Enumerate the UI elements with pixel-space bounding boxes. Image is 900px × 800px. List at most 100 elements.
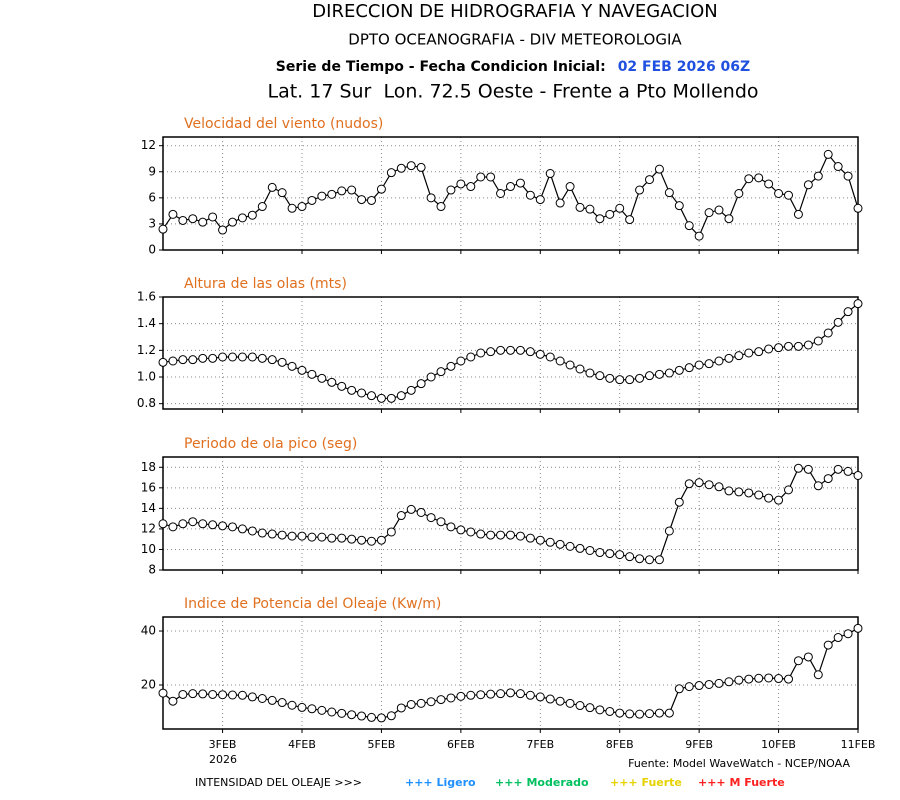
data-point — [704, 208, 714, 218]
data-point — [515, 178, 525, 188]
data-point — [704, 679, 714, 689]
data-point — [317, 532, 327, 542]
data-point — [525, 347, 535, 357]
data-point — [793, 341, 803, 351]
data-point — [466, 690, 476, 700]
intensity-item: +++ M Fuerte — [698, 776, 785, 789]
data-point — [744, 174, 754, 184]
data-point — [784, 341, 793, 351]
data-point — [714, 678, 724, 688]
data-point — [446, 693, 456, 703]
data-point — [545, 169, 555, 179]
data-point — [585, 368, 595, 378]
data-point — [635, 554, 645, 564]
data-point — [327, 377, 337, 387]
panel-title: Altura de las olas (mts) — [184, 276, 347, 292]
data-point — [555, 696, 565, 706]
header-title: DIRECCION DE HIDROGRAFIA Y NAVEGACION — [312, 1, 717, 22]
data-point — [595, 705, 605, 715]
data-point — [545, 537, 555, 547]
data-point — [376, 393, 386, 403]
data-point — [297, 202, 307, 212]
data-point — [446, 185, 456, 195]
data-point — [803, 340, 813, 350]
data-point — [525, 690, 535, 700]
data-point — [694, 478, 704, 488]
data-point — [218, 690, 228, 700]
data-point — [585, 703, 595, 713]
data-point — [694, 360, 704, 370]
data-point — [555, 198, 565, 208]
data-point — [565, 541, 575, 551]
data-point — [793, 656, 803, 666]
data-point — [823, 328, 833, 338]
data-point — [257, 528, 267, 538]
data-point — [635, 373, 645, 383]
data-point — [237, 213, 247, 223]
data-point — [595, 214, 605, 224]
data-point — [565, 698, 575, 708]
data-point — [754, 347, 764, 357]
data-point — [734, 189, 744, 198]
data-point — [654, 369, 664, 379]
data-point — [406, 699, 416, 709]
data-point — [496, 689, 506, 699]
data-point — [188, 214, 198, 224]
panel-title: Indice de Potencia del Oleaje (Kw/m) — [184, 596, 441, 612]
data-point — [625, 709, 635, 719]
data-point — [694, 231, 704, 241]
data-point — [247, 692, 257, 702]
data-point — [506, 182, 515, 192]
init-date: 02 FEB 2026 06Z — [618, 59, 751, 75]
data-point — [813, 670, 823, 680]
data-point — [376, 535, 386, 545]
x-tick-label: 6FEB — [447, 738, 475, 751]
y-tick-label: 10 — [141, 542, 156, 556]
x-tick-label: 11FEB — [841, 738, 876, 751]
data-point — [506, 530, 515, 540]
data-point — [287, 700, 297, 710]
data-point — [635, 709, 645, 719]
y-tick-label: 12 — [141, 521, 156, 535]
data-point — [535, 195, 545, 205]
data-point — [486, 689, 496, 699]
data-point — [645, 555, 654, 565]
data-point — [664, 188, 674, 198]
y-tick-label: 9 — [148, 164, 156, 178]
data-point — [734, 675, 744, 685]
data-point — [436, 695, 446, 705]
x-tick-label: 5FEB — [368, 738, 396, 751]
data-point — [545, 352, 555, 362]
plot-frame — [162, 296, 859, 410]
series-line — [162, 467, 859, 561]
y-tick-label: 14 — [141, 501, 156, 515]
data-point — [466, 527, 476, 537]
data-point — [803, 464, 813, 474]
data-point — [208, 212, 218, 222]
data-point — [317, 705, 327, 715]
data-point — [436, 517, 446, 527]
data-point — [376, 713, 386, 723]
data-point — [625, 215, 635, 225]
data-point — [198, 217, 208, 227]
data-point — [565, 360, 575, 370]
y-tick-label: 18 — [141, 460, 156, 474]
data-point — [347, 185, 357, 195]
data-point — [317, 373, 327, 383]
y-tick-label: 1.4 — [137, 316, 156, 330]
data-point — [664, 368, 674, 378]
data-point — [476, 529, 486, 539]
data-point — [714, 205, 724, 215]
data-point — [813, 336, 823, 346]
data-point — [635, 185, 645, 195]
data-point — [426, 513, 436, 523]
data-point — [784, 485, 793, 495]
x-tick-label: 9FEB — [685, 738, 713, 751]
data-point — [754, 490, 764, 500]
data-point — [367, 391, 376, 401]
data-point — [823, 149, 833, 159]
data-point — [367, 195, 376, 205]
data-point — [674, 684, 684, 694]
data-point — [605, 209, 615, 219]
